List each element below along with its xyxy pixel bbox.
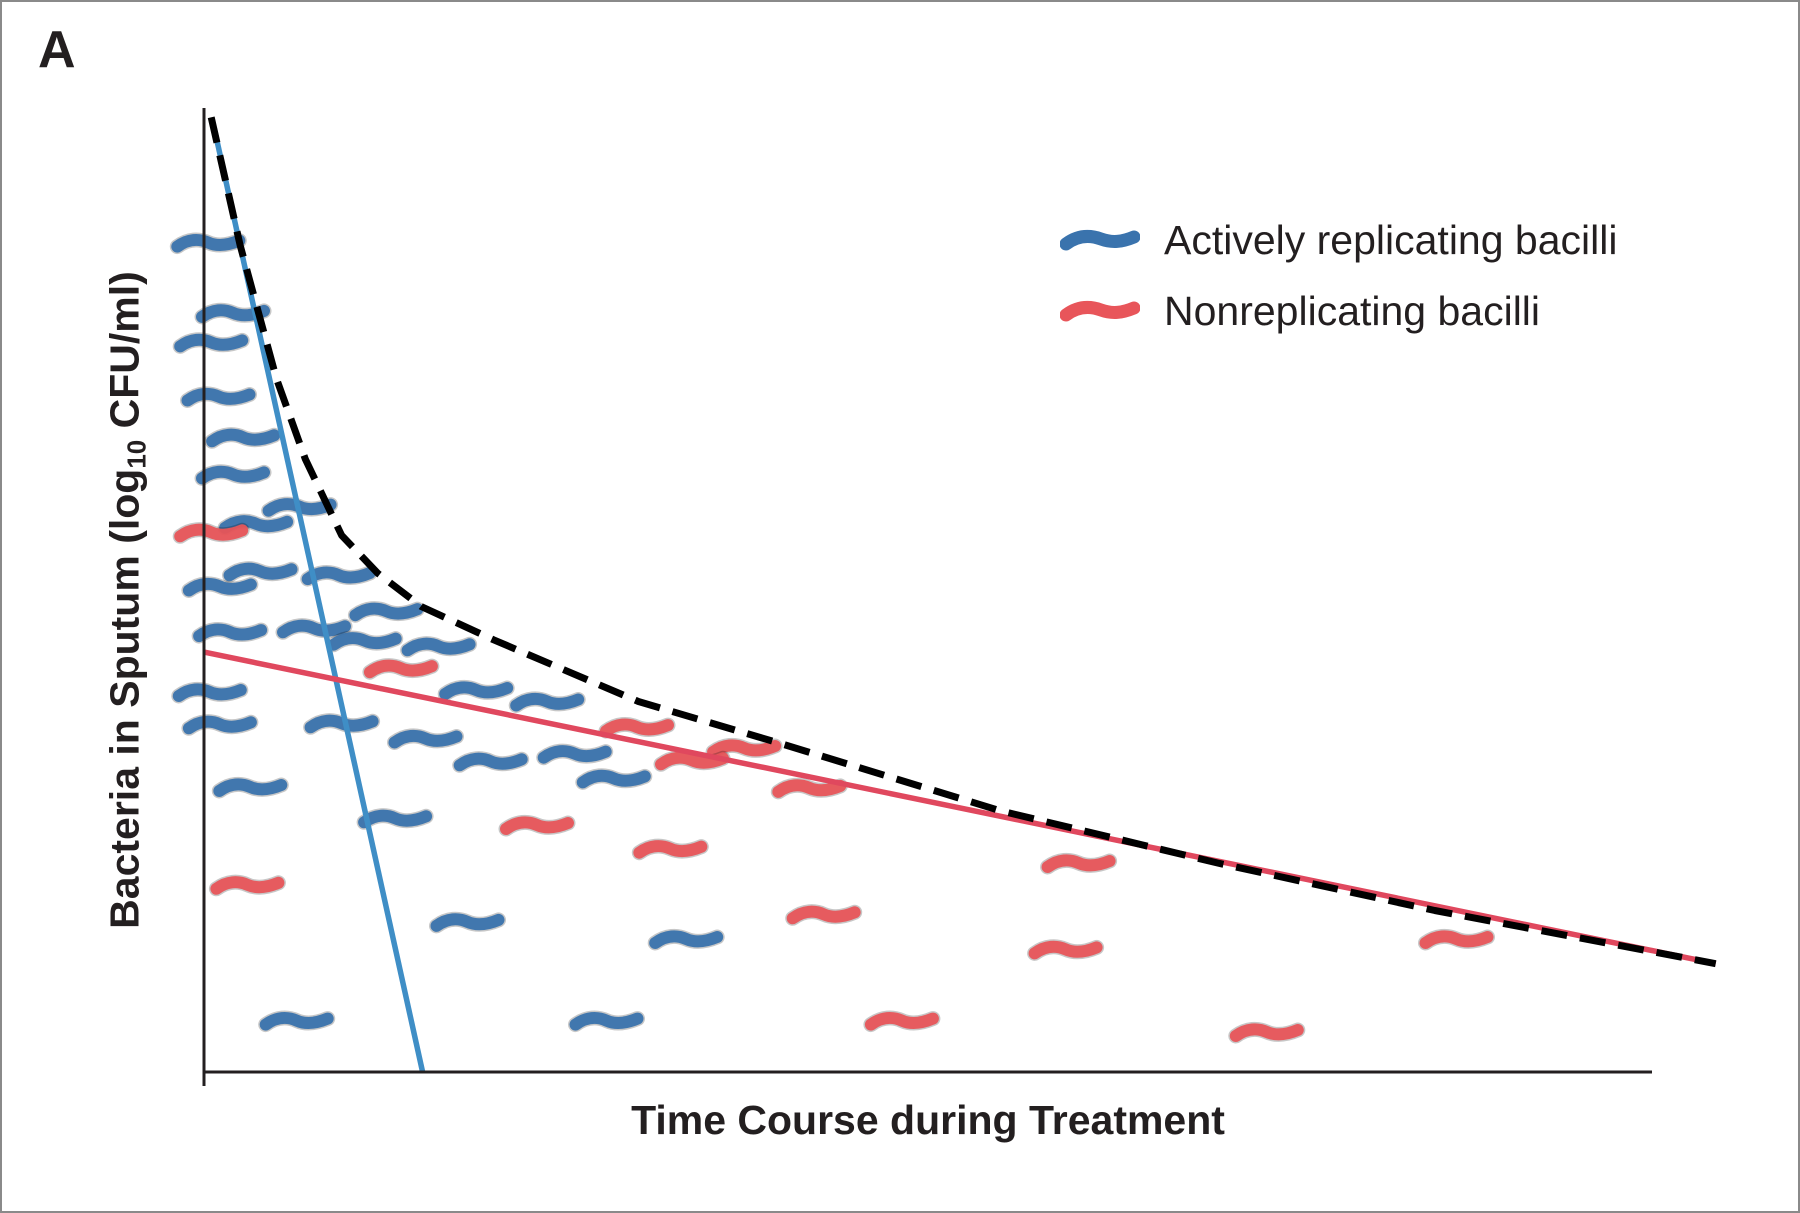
active-bacillus-24 [387, 728, 464, 750]
active-bacillus-14 [191, 622, 269, 644]
nonreplicating-bacillus-28 [653, 750, 731, 772]
legend-label-nonreplicating: Nonreplicating bacilli [1164, 287, 1541, 334]
active-bacillus-18 [171, 681, 249, 704]
nonreplicating-bacillus-41 [1027, 939, 1105, 961]
nonreplicating-bacillus-34 [631, 838, 709, 861]
active-bacillus-11 [181, 576, 259, 598]
nonreplicating-bacillus-45 [1228, 1021, 1306, 1044]
active-bacillus-7 [217, 513, 295, 536]
active-bacillus-26 [536, 743, 614, 766]
combined-line [207, 116, 1717, 968]
panel-label: A [38, 21, 76, 79]
y-axis-label-end: CFU/ml) [101, 271, 148, 440]
active-bacillus-15 [326, 630, 404, 653]
nonreplicating-bacillus-44 [863, 1010, 941, 1033]
active-bacillus-21 [181, 714, 259, 736]
bacilli-layer [169, 232, 1495, 1044]
nonreplicating-bacillus-36 [208, 874, 286, 897]
active-bacillus-29 [575, 768, 653, 790]
x-axis-label: Time Course during Treatment [631, 1097, 1225, 1143]
nonreplicating-legend-swatch [1060, 300, 1140, 322]
active-bacillus-13 [275, 618, 353, 640]
active-bacillus-20 [508, 691, 586, 713]
active-line [211, 127, 426, 1073]
legend-item-active: Actively replicating bacilli [1060, 210, 1617, 270]
y-axis-label-subscript: 10 [121, 439, 152, 469]
active-bacillus-43 [568, 1010, 645, 1033]
active-bacillus-31 [211, 776, 289, 799]
nonreplicating-bacillus-35 [1040, 852, 1118, 875]
active-bacillus-42 [258, 1010, 336, 1033]
active-bacillus-3 [180, 386, 257, 408]
nonreplicating-bacillus-legend-icon [1060, 300, 1140, 322]
y-axis-label-main: Bacteria in Sputum (log [101, 468, 148, 929]
active-bacillus-4 [204, 427, 282, 449]
nonreplicating-bacillus-17 [362, 658, 440, 680]
active-bacillus-32 [356, 808, 434, 830]
active-bacillus-10 [222, 561, 299, 583]
active-bacillus-9 [300, 565, 378, 587]
nonreplicating-bacillus-30 [770, 777, 848, 800]
legend-label-active: Actively replicating bacilli [1164, 216, 1618, 263]
series-layer [203, 116, 1717, 1073]
active-bacillus-27 [452, 751, 530, 773]
active-bacillus-38 [429, 911, 506, 934]
nonreplicating-bacillus-33 [498, 814, 576, 837]
nonreplicating-bacillus-25 [705, 737, 783, 760]
active-bacillus-12 [347, 601, 425, 623]
y-axis-label: Bacteria in Sputum (log10 CFU/ml) [101, 271, 152, 929]
nonreplicating-bacillus-37 [785, 904, 863, 926]
active-bacillus-5 [194, 464, 272, 486]
active-bacillus-19 [437, 679, 515, 702]
active-legend-swatch [1060, 229, 1140, 251]
axes-layer [202, 108, 1652, 1086]
legend-item-nonreplicating: Nonreplicating bacilli [1060, 281, 1540, 341]
nonreplicating-bacillus-23 [598, 717, 676, 739]
active-bacillus-16 [400, 636, 478, 658]
nonreplicating-line [203, 649, 1717, 967]
active-bacillus-22 [303, 713, 381, 735]
active-bacillus-0 [169, 232, 247, 255]
nonreplicating-bacillus-39 [1418, 928, 1495, 951]
active-bacillus-2 [172, 332, 250, 354]
active-bacillus-40 [647, 928, 725, 951]
active-bacillus-legend-icon [1060, 229, 1140, 251]
nonreplicating-bacillus-8 [172, 522, 250, 544]
